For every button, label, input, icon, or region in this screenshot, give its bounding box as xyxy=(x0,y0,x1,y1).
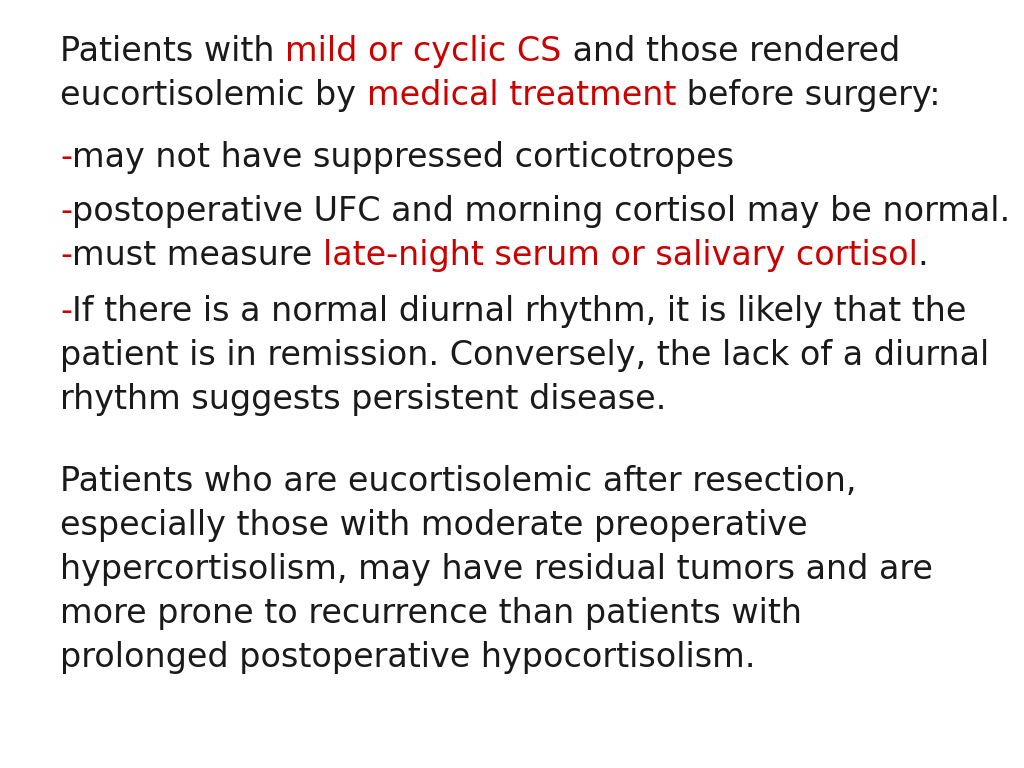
Text: .: . xyxy=(918,239,929,272)
Text: and those rendered: and those rendered xyxy=(561,35,900,68)
Text: late-night serum or salivary cortisol: late-night serum or salivary cortisol xyxy=(323,239,918,272)
Text: postoperative UFC and morning cortisol may be normal.: postoperative UFC and morning cortisol m… xyxy=(72,195,1011,228)
Text: mild or cyclic CS: mild or cyclic CS xyxy=(285,35,561,68)
Text: Patients who are eucortisolemic after resection,: Patients who are eucortisolemic after re… xyxy=(60,465,856,498)
Text: must measure: must measure xyxy=(72,239,323,272)
Text: Patients with: Patients with xyxy=(60,35,285,68)
Text: -: - xyxy=(60,295,72,328)
Text: -: - xyxy=(60,195,72,228)
Text: especially those with moderate preoperative: especially those with moderate preoperat… xyxy=(60,509,808,542)
Text: rhythm suggests persistent disease.: rhythm suggests persistent disease. xyxy=(60,383,667,416)
Text: more prone to recurrence than patients with: more prone to recurrence than patients w… xyxy=(60,597,802,630)
Text: -: - xyxy=(60,141,72,174)
Text: prolonged postoperative hypocortisolism.: prolonged postoperative hypocortisolism. xyxy=(60,641,756,674)
Text: If there is a normal diurnal rhythm, it is likely that the: If there is a normal diurnal rhythm, it … xyxy=(72,295,967,328)
Text: medical treatment: medical treatment xyxy=(367,79,676,112)
Text: patient is in remission. Conversely, the lack of a diurnal: patient is in remission. Conversely, the… xyxy=(60,339,989,372)
Text: may not have suppressed corticotropes: may not have suppressed corticotropes xyxy=(72,141,734,174)
Text: eucortisolemic by: eucortisolemic by xyxy=(60,79,367,112)
Text: -: - xyxy=(60,239,72,272)
Text: before surgery:: before surgery: xyxy=(676,79,940,112)
Text: hypercortisolism, may have residual tumors and are: hypercortisolism, may have residual tumo… xyxy=(60,553,933,586)
